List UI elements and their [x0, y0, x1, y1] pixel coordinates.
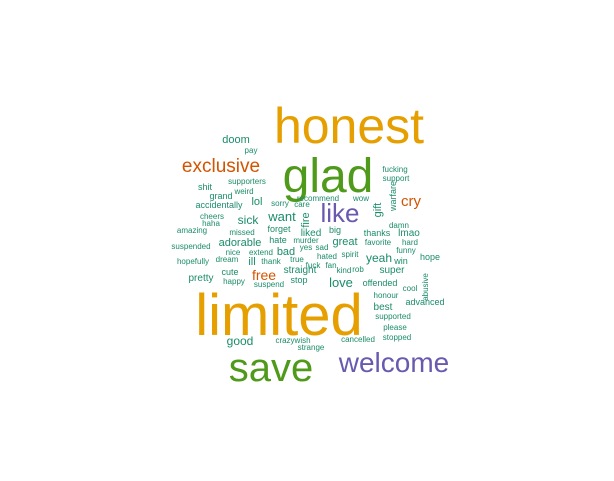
- word-weird: weird: [233, 187, 253, 196]
- word-fucking: fucking: [382, 165, 407, 174]
- word-missed: missed: [229, 228, 254, 237]
- word-welcome: welcome: [338, 347, 449, 378]
- word-favorite: favorite: [365, 238, 392, 247]
- word-forget: forget: [267, 224, 291, 234]
- word-recommend: recommend: [297, 194, 339, 203]
- word-doom: doom: [222, 134, 250, 146]
- word-hate: hate: [269, 235, 287, 245]
- word-sad: sad: [316, 243, 329, 252]
- word-extend: extend: [249, 248, 273, 257]
- word-kind: kind: [337, 266, 352, 275]
- word-rob: rob: [352, 265, 364, 274]
- word-fan: fan: [325, 261, 336, 270]
- word-limited: limited: [195, 283, 363, 348]
- word-supported: supported: [375, 312, 411, 321]
- word-sick: sick: [238, 213, 260, 227]
- word-honest: honest: [274, 98, 424, 154]
- word-good: good: [227, 334, 254, 348]
- word-please: please: [383, 323, 407, 332]
- word-pay: pay: [245, 146, 258, 155]
- word-advanced: advanced: [405, 297, 444, 307]
- word-cancelled: cancelled: [341, 335, 375, 344]
- word-lol: lol: [251, 196, 262, 208]
- word-free: free: [252, 267, 276, 283]
- word-gift: gift: [372, 203, 384, 218]
- word-great: great: [332, 236, 357, 248]
- word-dream: dream: [216, 255, 239, 264]
- word-happy: happy: [223, 277, 245, 286]
- word-glad: glad: [283, 150, 374, 203]
- word-exclusive: exclusive: [182, 156, 260, 177]
- word-amazing: amazing: [177, 226, 207, 235]
- word-haha: haha: [202, 219, 220, 228]
- word-true: true: [290, 255, 304, 264]
- word-spirit: spirit: [342, 250, 360, 259]
- word-big: big: [329, 225, 341, 235]
- word-hated: hated: [317, 252, 337, 261]
- word-stopped: stopped: [383, 333, 411, 342]
- word-liked: liked: [301, 228, 322, 239]
- word-strange: strange: [298, 343, 325, 352]
- word-yes: yes: [300, 243, 312, 252]
- word-honour: honour: [374, 291, 399, 300]
- word-supporters: supporters: [228, 177, 266, 186]
- word-yeah: yeah: [366, 251, 392, 265]
- word-thanks: thanks: [364, 228, 391, 238]
- word-want: want: [267, 209, 296, 224]
- word-support: support: [383, 174, 410, 183]
- word-suspend: suspend: [254, 280, 284, 289]
- word-damn: damn: [389, 221, 409, 230]
- word-warfare: warfare: [388, 181, 398, 212]
- word-grand: grand: [209, 191, 232, 201]
- word-abusive: abusive: [421, 273, 430, 301]
- word-hopefully: hopefully: [177, 257, 209, 266]
- word-nice: nice: [226, 248, 241, 257]
- word-cute: cute: [221, 267, 238, 277]
- word-accidentally: accidentally: [195, 200, 243, 210]
- word-adorable: adorable: [219, 237, 262, 249]
- word-care: care: [294, 200, 310, 209]
- word-offended: offended: [363, 278, 398, 288]
- word-super: super: [379, 265, 405, 276]
- word-lmao: lmao: [398, 228, 420, 239]
- word-love: love: [329, 275, 353, 290]
- word-sorry: sorry: [271, 199, 289, 208]
- word-cheers: cheers: [200, 212, 224, 221]
- word-wow: wow: [352, 194, 369, 203]
- word-hope: hope: [420, 252, 440, 262]
- word-cry: cry: [401, 193, 421, 210]
- word-murder: murder: [293, 236, 319, 245]
- word-funny: funny: [396, 246, 416, 255]
- word-fuck: fuck: [306, 261, 322, 270]
- word-stop: stop: [290, 275, 307, 285]
- word-suspended: suspended: [171, 242, 210, 251]
- word-save: save: [229, 346, 314, 390]
- word-bad: bad: [277, 246, 295, 258]
- word-fire: fire: [300, 212, 312, 227]
- word-thank: thank: [261, 257, 282, 266]
- word-crazywish: crazywish: [275, 336, 310, 345]
- word-ill: ill: [248, 256, 255, 268]
- word-cool: cool: [403, 284, 418, 293]
- word-like: like: [320, 198, 359, 228]
- word-pretty: pretty: [188, 273, 213, 284]
- word-shit: shit: [198, 182, 213, 192]
- word-best: best: [374, 302, 393, 313]
- word-hard: hard: [402, 238, 418, 247]
- word-straight: straight: [284, 265, 317, 276]
- word-win: win: [393, 256, 408, 266]
